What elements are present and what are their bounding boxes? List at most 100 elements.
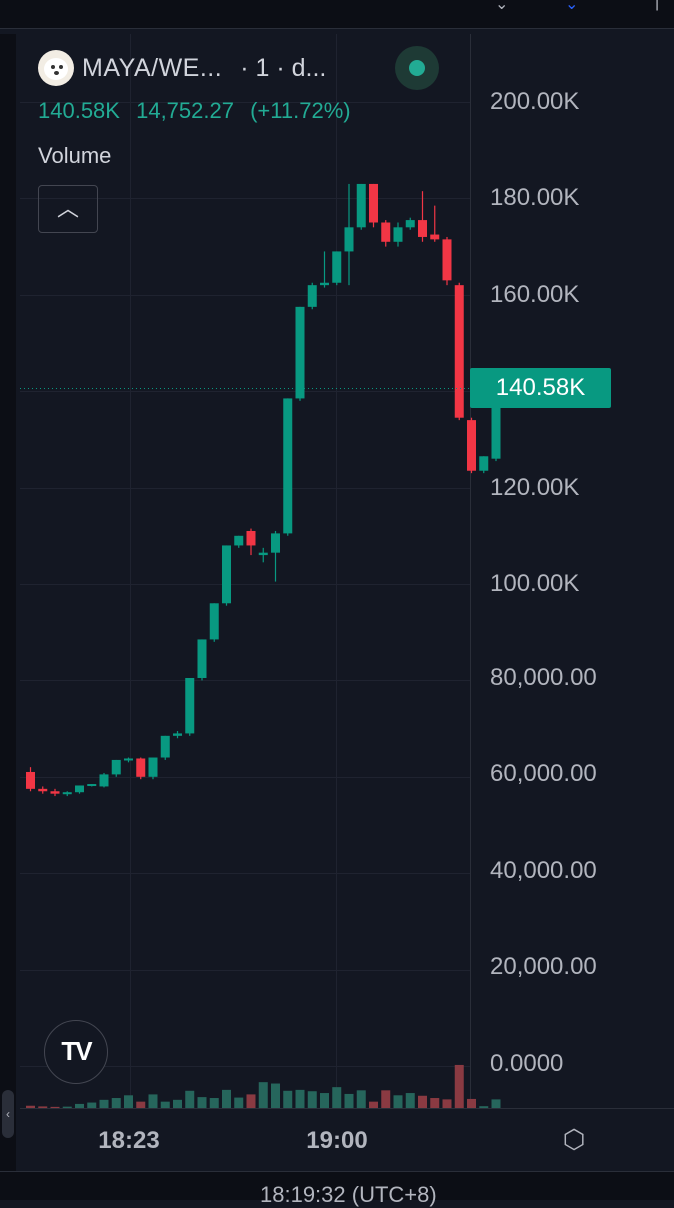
- candle-body: [209, 603, 219, 640]
- candles: [26, 183, 501, 797]
- candle-body: [491, 388, 501, 459]
- settings-icon[interactable]: ⬡: [562, 1124, 586, 1154]
- toolbar-fragment-icon[interactable]: ⌄: [495, 0, 509, 13]
- candle-body: [332, 251, 342, 283]
- last-price-tag: 140.58K: [470, 368, 611, 408]
- volume-bar: [454, 1064, 464, 1108]
- candle-body: [393, 227, 403, 242]
- indicator-fragment-icon[interactable]: ⌄: [565, 0, 579, 13]
- candle-body: [62, 792, 72, 795]
- top-toolbar: ⌄ ⌄ |: [0, 0, 674, 29]
- tradingview-logo[interactable]: TV: [44, 1020, 108, 1084]
- collapse-legend-button[interactable]: ︿: [38, 185, 98, 233]
- time-tick-label: 18:23: [98, 1127, 160, 1154]
- interval-label[interactable]: · 1 · d...: [240, 53, 327, 82]
- time-zone-readout[interactable]: 18:19:32 (UTC+8): [260, 1182, 437, 1207]
- volume-bar: [393, 1095, 403, 1108]
- volume-bar: [442, 1099, 452, 1108]
- candle-body: [418, 220, 427, 237]
- volume-indicator-label[interactable]: Volume: [38, 143, 112, 168]
- candle-body: [430, 234, 440, 240]
- candle-body: [271, 533, 280, 553]
- volume-bar: [479, 1106, 489, 1108]
- price-tick-label: 200.00K: [490, 88, 580, 115]
- candle-body: [160, 735, 170, 758]
- candle-body: [197, 639, 207, 678]
- volume-bar: [307, 1091, 317, 1108]
- volume-bar: [271, 1083, 280, 1108]
- volume-bar: [148, 1094, 158, 1108]
- candle-body: [124, 758, 133, 761]
- candle-body: [320, 282, 329, 286]
- candle-body: [136, 758, 146, 777]
- candle-body: [148, 757, 158, 777]
- bottom-bar: 18:19:32 (UTC+8): [0, 1171, 674, 1207]
- ohlc-values: 140.58K 14,752.27 (+11.72%): [38, 98, 361, 124]
- candle-body: [75, 785, 84, 793]
- price-tick-label: 80,000.00: [490, 664, 597, 691]
- price-tick-label: 120.00K: [490, 474, 580, 501]
- candlestick-chart[interactable]: [20, 34, 674, 1108]
- volume-bar: [197, 1097, 207, 1108]
- chart-pane[interactable]: [20, 34, 674, 1108]
- change-pct: (+11.72%): [250, 98, 351, 123]
- volume-bar: [356, 1090, 366, 1108]
- volume-bar: [38, 1106, 48, 1108]
- candle-body: [381, 222, 391, 242]
- candle-body: [442, 239, 452, 281]
- volume-bar: [344, 1093, 354, 1108]
- candle-body: [222, 545, 231, 604]
- price-axis[interactable]: 200.00K 180.00K 160.00K 120.00K 100.00K …: [470, 34, 674, 1108]
- candle-body: [307, 285, 317, 307]
- time-tick-label: 19:00: [306, 1127, 368, 1154]
- chevron-up-icon: ︿: [56, 196, 79, 221]
- volume-bar: [87, 1102, 97, 1108]
- candle-body: [246, 530, 256, 546]
- volume-bar: [418, 1095, 427, 1108]
- candle-body: [295, 306, 305, 399]
- candle-body: [356, 183, 366, 228]
- volume-bar: [369, 1101, 378, 1108]
- time-axis[interactable]: 18:23 19:00 ⬡: [20, 1108, 674, 1171]
- volume-bar: [430, 1098, 440, 1108]
- volume-bar: [99, 1099, 109, 1108]
- candle-body: [344, 227, 354, 252]
- candle-body: [479, 456, 489, 471]
- price-tick-label: 160.00K: [490, 281, 580, 308]
- symbol-legend[interactable]: MAYA/WE... · 1 · d...: [38, 50, 326, 86]
- volume-bar: [405, 1093, 415, 1108]
- token-avatar: [38, 50, 74, 86]
- volume-bar: [234, 1097, 244, 1108]
- candle-body: [173, 733, 182, 736]
- symbol-name[interactable]: MAYA/WE...: [82, 53, 223, 82]
- price-tick-label: 20,000.00: [490, 953, 597, 980]
- candle-body: [99, 774, 109, 787]
- price-tick-label: 0.0000: [490, 1050, 564, 1077]
- volume-bar: [283, 1090, 293, 1108]
- volume-bar: [26, 1105, 35, 1108]
- volume-bar: [491, 1099, 501, 1108]
- volume-bar: [320, 1093, 329, 1108]
- panel-expand-icon[interactable]: ‹: [2, 1090, 14, 1138]
- volume-bar: [467, 1098, 476, 1108]
- volume-bar: [160, 1101, 170, 1108]
- candle-body: [467, 420, 476, 471]
- price-tick-label: 100.00K: [490, 570, 580, 597]
- toolbar-divider-icon: |: [655, 0, 660, 11]
- volume-bar: [295, 1089, 305, 1108]
- price-tick-label: 60,000.00: [490, 760, 597, 787]
- candle-body: [283, 398, 293, 534]
- volume-bars: [26, 1064, 501, 1108]
- status-dot-icon[interactable]: [395, 46, 439, 90]
- candle-body: [369, 183, 378, 223]
- last-value: 140.58K: [38, 98, 120, 123]
- volume-bar: [124, 1095, 133, 1108]
- candle-body: [50, 791, 60, 794]
- candle-body: [185, 677, 195, 734]
- volume-bar: [381, 1090, 391, 1108]
- candle-body: [111, 759, 121, 775]
- left-drawing-panel: ‹: [0, 34, 16, 1194]
- volume-bar: [111, 1098, 121, 1108]
- volume-bar: [62, 1106, 72, 1108]
- change-abs: 14,752.27: [136, 98, 234, 123]
